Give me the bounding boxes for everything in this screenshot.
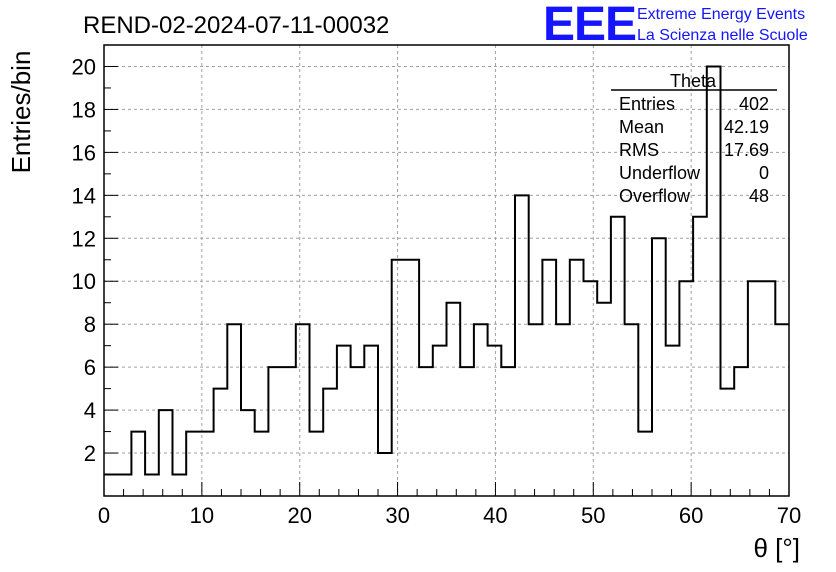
stats-title: Theta: [670, 71, 717, 91]
y-tick-label-0: 2: [84, 441, 96, 466]
logo-line2: La Scienza nelle Scuole: [637, 27, 808, 44]
axis-ticks: 0 10 20 30 40 50 60 70 2 4 6 8 10 12 14 16 18 20: [72, 44, 801, 528]
stats-label-overflow: Overflow: [619, 186, 691, 206]
logo-line1: Extreme Energy Events: [637, 6, 805, 23]
stats-value-rms: 17.69: [724, 140, 769, 160]
logo-mark: EEE: [543, 0, 636, 51]
x-tick-label-5: 50: [581, 503, 605, 528]
y-axis-label: Entries/bin: [6, 51, 36, 174]
logo: EEE Extreme Energy Events La Scienza nel…: [543, 0, 808, 51]
x-tick-label-0: 0: [98, 503, 110, 528]
y-tick-label-3: 8: [84, 312, 96, 337]
x-tick-label-3: 30: [385, 503, 409, 528]
x-tick-label-6: 60: [679, 503, 703, 528]
y-tick-label-9: 20: [72, 54, 96, 79]
x-tick-label-2: 20: [287, 503, 311, 528]
y-tick-label-5: 12: [72, 226, 96, 251]
y-tick-label-2: 6: [84, 355, 96, 380]
x-tick-label-4: 40: [483, 503, 507, 528]
stats-label-entries: Entries: [619, 94, 675, 114]
stats-value-mean: 42.19: [724, 117, 769, 137]
chart-title: REND-02-2024-07-11-00032: [83, 12, 389, 39]
stats-box: Theta Entries 402 Mean 42.19 RMS 17.69 U…: [611, 71, 777, 206]
stats-label-underflow: Underflow: [619, 163, 701, 183]
stats-value-overflow: 48: [749, 186, 769, 206]
stats-label-rms: RMS: [619, 140, 659, 160]
y-tick-label-1: 4: [84, 398, 96, 423]
grid-lines: [104, 45, 789, 496]
y-tick-label-7: 16: [72, 140, 96, 165]
y-tick-label-6: 14: [72, 183, 96, 208]
x-tick-label-7: 70: [777, 503, 801, 528]
stats-value-underflow: 0: [759, 163, 769, 183]
x-axis-label: θ [°]: [753, 533, 800, 563]
y-tick-label-4: 10: [72, 269, 96, 294]
x-tick-label-1: 10: [190, 503, 214, 528]
y-tick-label-8: 18: [72, 97, 96, 122]
stats-label-mean: Mean: [619, 117, 664, 137]
plot-frame: [103, 44, 790, 497]
histogram-line: [104, 65, 789, 476]
stats-value-entries: 402: [739, 94, 769, 114]
